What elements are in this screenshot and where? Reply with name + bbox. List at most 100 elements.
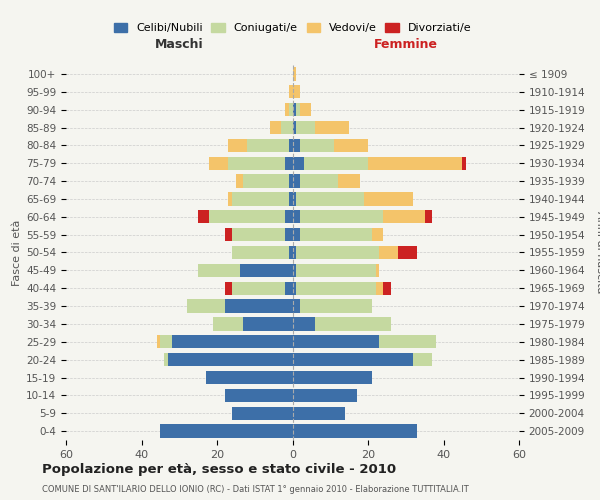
Y-axis label: Anni di nascita: Anni di nascita <box>595 211 600 294</box>
Bar <box>293 210 300 224</box>
Bar <box>247 138 289 152</box>
Bar <box>293 371 372 384</box>
Bar <box>463 156 466 170</box>
Bar <box>293 138 300 152</box>
Bar <box>270 121 281 134</box>
Bar <box>293 246 296 259</box>
Bar <box>160 424 293 438</box>
Bar <box>300 103 311 117</box>
Bar <box>293 67 296 80</box>
Text: COMUNE DI SANT'ILARIO DELLO IONIO (RC) - Dati ISTAT 1° gennaio 2010 - Elaborazio: COMUNE DI SANT'ILARIO DELLO IONIO (RC) -… <box>42 485 469 494</box>
Bar <box>187 300 224 313</box>
Bar <box>293 192 296 205</box>
Bar <box>285 210 293 224</box>
Bar <box>285 228 293 241</box>
Bar <box>209 210 285 224</box>
Bar <box>293 282 296 295</box>
Bar <box>300 138 334 152</box>
Bar <box>289 85 293 98</box>
Bar <box>293 335 379 348</box>
Bar <box>376 282 383 295</box>
Bar <box>285 282 293 295</box>
Bar <box>296 121 315 134</box>
Bar <box>398 246 417 259</box>
Bar <box>224 228 232 241</box>
Bar <box>232 246 289 259</box>
Bar <box>383 282 391 295</box>
Bar <box>293 121 296 134</box>
Bar <box>229 192 232 205</box>
Bar <box>289 103 293 117</box>
Bar <box>285 103 289 117</box>
Bar <box>232 406 293 420</box>
Bar <box>244 174 289 188</box>
Bar <box>338 174 361 188</box>
Bar <box>198 264 239 277</box>
Text: Maschi: Maschi <box>155 38 203 51</box>
Bar <box>164 353 168 366</box>
Bar <box>293 353 413 366</box>
Bar <box>425 210 432 224</box>
Bar <box>232 228 285 241</box>
Bar <box>229 156 285 170</box>
Bar <box>157 335 160 348</box>
Bar <box>293 388 356 402</box>
Bar <box>293 228 300 241</box>
Bar <box>383 210 425 224</box>
Bar <box>293 424 417 438</box>
Bar <box>198 210 209 224</box>
Bar <box>224 300 293 313</box>
Bar <box>285 156 293 170</box>
Bar <box>296 282 376 295</box>
Bar <box>296 192 364 205</box>
Bar <box>168 353 293 366</box>
Bar <box>209 156 229 170</box>
Legend: Celibi/Nubili, Coniugati/e, Vedovi/e, Divorziati/e: Celibi/Nubili, Coniugati/e, Vedovi/e, Di… <box>109 18 476 38</box>
Bar <box>160 335 172 348</box>
Bar <box>229 138 247 152</box>
Bar <box>172 335 293 348</box>
Bar <box>289 246 293 259</box>
Bar <box>206 371 293 384</box>
Bar <box>293 103 296 117</box>
Bar <box>289 174 293 188</box>
Bar <box>315 317 391 330</box>
Bar <box>296 103 300 117</box>
Bar <box>379 246 398 259</box>
Bar <box>224 282 232 295</box>
Bar <box>293 264 296 277</box>
Bar <box>364 192 413 205</box>
Bar <box>300 210 383 224</box>
Bar <box>296 246 379 259</box>
Bar <box>232 282 285 295</box>
Bar <box>413 353 432 366</box>
Bar <box>232 192 289 205</box>
Text: Femmine: Femmine <box>374 38 438 51</box>
Bar <box>304 156 368 170</box>
Bar <box>244 317 293 330</box>
Bar <box>281 121 293 134</box>
Bar <box>289 138 293 152</box>
Bar <box>293 317 315 330</box>
Bar <box>300 228 372 241</box>
Bar <box>379 335 436 348</box>
Bar <box>293 85 300 98</box>
Bar <box>296 264 376 277</box>
Bar <box>293 156 304 170</box>
Bar <box>315 121 349 134</box>
Bar <box>293 406 346 420</box>
Bar <box>334 138 368 152</box>
Bar <box>224 388 293 402</box>
Bar <box>376 264 379 277</box>
Bar <box>300 300 372 313</box>
Bar <box>213 317 244 330</box>
Bar <box>239 264 293 277</box>
Text: Popolazione per età, sesso e stato civile - 2010: Popolazione per età, sesso e stato civil… <box>42 462 396 475</box>
Bar <box>368 156 463 170</box>
Bar <box>372 228 383 241</box>
Y-axis label: Fasce di età: Fasce di età <box>12 220 22 286</box>
Bar <box>236 174 244 188</box>
Bar <box>289 192 293 205</box>
Bar <box>293 174 300 188</box>
Bar <box>293 300 300 313</box>
